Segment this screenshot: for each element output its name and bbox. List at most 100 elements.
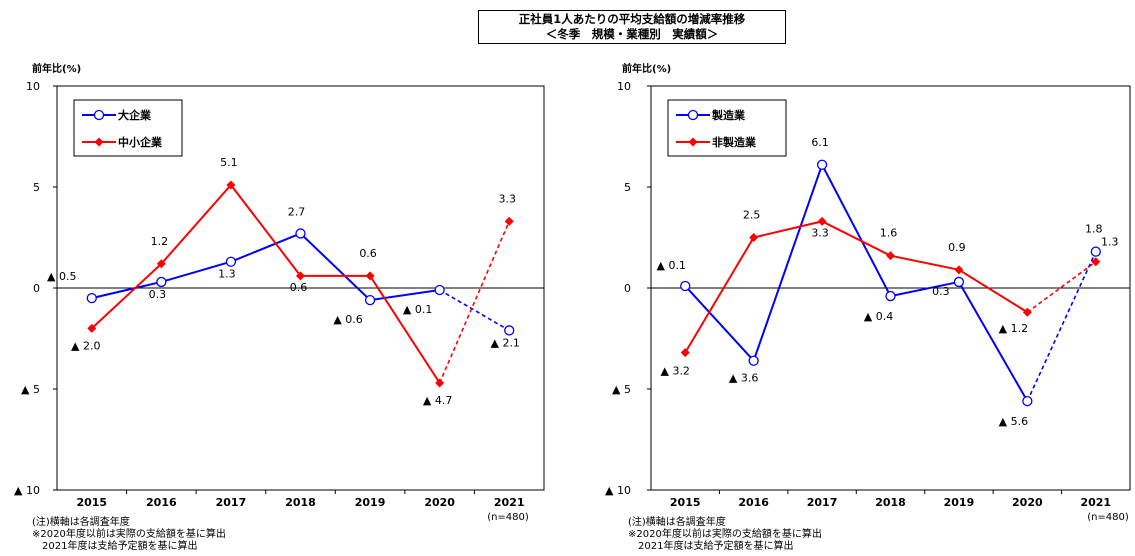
chart2-y-tick-label: ▲ 10 bbox=[605, 484, 631, 497]
chart2-series-line bbox=[684, 162, 1029, 402]
chart2-y-tick-label: ▲ 5 bbox=[612, 383, 631, 396]
chart2-series-forecast-line bbox=[1026, 251, 1097, 402]
chart2-x-tick-label: 2017 bbox=[807, 496, 838, 509]
chart2-point-marker bbox=[954, 265, 964, 275]
chart2-x-tick-label: 2019 bbox=[944, 496, 975, 509]
chart-title-line1: 正社員1人あたりの平均支給額の増減率推移 bbox=[518, 12, 746, 26]
chart2-data-label: 0.9 bbox=[948, 241, 966, 254]
chart2-x-tick-label: 2021 bbox=[1080, 496, 1111, 509]
chart2-legend-label: 非製造業 bbox=[712, 135, 757, 149]
chart1-data-label: 1.3 bbox=[218, 268, 236, 281]
chart1-y-axis-label: 前年比(%) bbox=[32, 62, 81, 75]
chart1-point-marker bbox=[504, 216, 514, 226]
chart1-point-marker bbox=[365, 271, 375, 281]
chart1-legend-marker bbox=[93, 109, 105, 121]
chart1-legend-label: 中小企業 bbox=[118, 135, 163, 149]
chart1-point-marker bbox=[226, 180, 236, 190]
chart1-data-label: 0.6 bbox=[359, 247, 377, 260]
chart1-point-marker bbox=[86, 292, 97, 304]
chart1-x-tick-label: 2020 bbox=[424, 496, 455, 509]
chart1-series-forecast-line bbox=[438, 221, 510, 384]
chart2-data-label: ▲ 5.6 bbox=[999, 415, 1028, 428]
chart1-legend-label: 大企業 bbox=[118, 108, 152, 122]
chart1-data-label: 5.1 bbox=[220, 156, 238, 169]
chart1-series-line bbox=[91, 183, 441, 384]
chart2-y-tick-label: 5 bbox=[624, 181, 631, 194]
chart2-point-marker bbox=[748, 355, 759, 366]
chart1-data-label: ▲ 0.1 bbox=[403, 303, 432, 316]
chart2-y-tick-label: 10 bbox=[617, 80, 631, 93]
chart-title-box: 正社員1人あたりの平均支給額の増減率推移 ＜冬季 規模・業種別 実績額＞ bbox=[478, 10, 786, 44]
footnote-line2: ※2020年度以前は実際の支給額を基に算出 bbox=[628, 529, 822, 540]
chart2-x-tick-label: 2016 bbox=[738, 496, 769, 509]
chart1-point-marker bbox=[504, 325, 515, 336]
chart1-data-label: 1.2 bbox=[151, 235, 169, 248]
chart-title-line2: ＜冬季 規模・業種別 実績額＞ bbox=[545, 27, 719, 41]
chart2-data-label: 2.5 bbox=[743, 209, 761, 222]
chart1-data-label: ▲ 0.6 bbox=[333, 313, 362, 326]
footnote-line1: (注)横軸は各調査年度 bbox=[628, 517, 726, 528]
chart1-data-label: 0.6 bbox=[290, 281, 308, 294]
chart2-point-marker bbox=[749, 233, 759, 242]
chart1-series-forecast-line bbox=[439, 289, 510, 332]
chart2-data-label: ▲ 3.2 bbox=[660, 365, 689, 378]
footnotes-right: (注)横軸は各調査年度 ※2020年度以前は実際の支給額を基に算出 2021年度… bbox=[628, 517, 822, 553]
chart2-point-marker bbox=[885, 290, 896, 302]
chart1-data-label: 2.7 bbox=[288, 205, 306, 218]
chart2-series-forecast-line bbox=[1026, 261, 1097, 313]
chart1-data-label: ▲ 2.1 bbox=[490, 336, 519, 349]
footnotes-left: (注)横軸は各調査年度 ※2020年度以前は実際の支給額を基に算出 2021年度… bbox=[32, 517, 226, 553]
chart1-data-label: ▲ 0.5 bbox=[47, 270, 76, 283]
chart2-data-label: 0.3 bbox=[932, 285, 950, 298]
chart2-point-marker bbox=[816, 159, 828, 170]
chart1-point-marker bbox=[156, 259, 166, 269]
chart2-x-tick-label: 2018 bbox=[875, 496, 906, 509]
chart1-y-tick-label: ▲ 10 bbox=[14, 484, 40, 497]
chart2-legend-label: 製造業 bbox=[711, 108, 746, 122]
chart1-y-tick-label: 5 bbox=[33, 181, 40, 194]
chart2-point-marker bbox=[817, 216, 827, 226]
chart1-x-tick-label: 2017 bbox=[216, 496, 247, 509]
chart1-data-label: ▲ 2.0 bbox=[71, 339, 100, 352]
chart1-legend-box bbox=[73, 99, 183, 157]
footnote-line2: ※2020年度以前は実際の支給額を基に算出 bbox=[32, 529, 226, 540]
chart2-point-marker bbox=[680, 348, 690, 358]
chart1-data-label: 3.3 bbox=[498, 192, 516, 205]
chart1-sample-size-note: (n=480) bbox=[487, 512, 529, 523]
chart2-data-label: ▲ 1.2 bbox=[999, 322, 1028, 335]
chart1-data-label: ▲ 4.7 bbox=[423, 394, 452, 407]
chart2-x-tick-label: 2020 bbox=[1012, 496, 1043, 509]
chart2-data-label: 1.3 bbox=[1101, 236, 1119, 249]
chart2-data-label: 1.6 bbox=[880, 227, 898, 240]
chart2-point-marker bbox=[1091, 257, 1101, 267]
chart1-point-marker bbox=[296, 271, 305, 281]
chart2-data-label: 6.1 bbox=[811, 136, 829, 149]
chart1-y-tick-label: 10 bbox=[26, 80, 40, 93]
chart1-point-marker bbox=[295, 228, 306, 239]
chart1-x-tick-label: 2019 bbox=[355, 496, 386, 509]
chart1-point-marker bbox=[87, 323, 97, 333]
chart2-data-label: 1.8 bbox=[1085, 223, 1103, 236]
chart2-point-marker bbox=[1022, 307, 1032, 317]
chart1-x-tick-label: 2021 bbox=[494, 496, 525, 509]
chart1-point-marker bbox=[225, 256, 237, 267]
chart2-data-label: ▲ 0.1 bbox=[656, 259, 685, 272]
chart2-point-marker bbox=[1090, 246, 1101, 257]
chart2-y-axis-label: 前年比(%) bbox=[622, 62, 671, 75]
chart2-point-marker bbox=[953, 276, 965, 288]
chart1-x-tick-label: 2016 bbox=[146, 496, 177, 509]
chart1-data-label: 0.3 bbox=[149, 288, 167, 301]
chart2-sample-size-note: (n=480) bbox=[1087, 512, 1129, 523]
footnote-line3: 2021年度は支給予定額を基に算出 bbox=[42, 541, 198, 552]
chart1-point-marker bbox=[435, 378, 445, 388]
chart1-point-marker bbox=[364, 294, 376, 306]
chart2-legend-marker bbox=[687, 109, 699, 121]
chart1-legend-marker bbox=[94, 137, 104, 147]
chart2-point-marker bbox=[1022, 395, 1033, 407]
chart2-series-line bbox=[684, 220, 1028, 354]
chart1-x-tick-label: 2015 bbox=[76, 496, 107, 509]
chart2-point-marker bbox=[886, 251, 895, 261]
chart2-legend-box bbox=[667, 99, 787, 157]
chart2-data-label: 3.3 bbox=[811, 226, 829, 239]
